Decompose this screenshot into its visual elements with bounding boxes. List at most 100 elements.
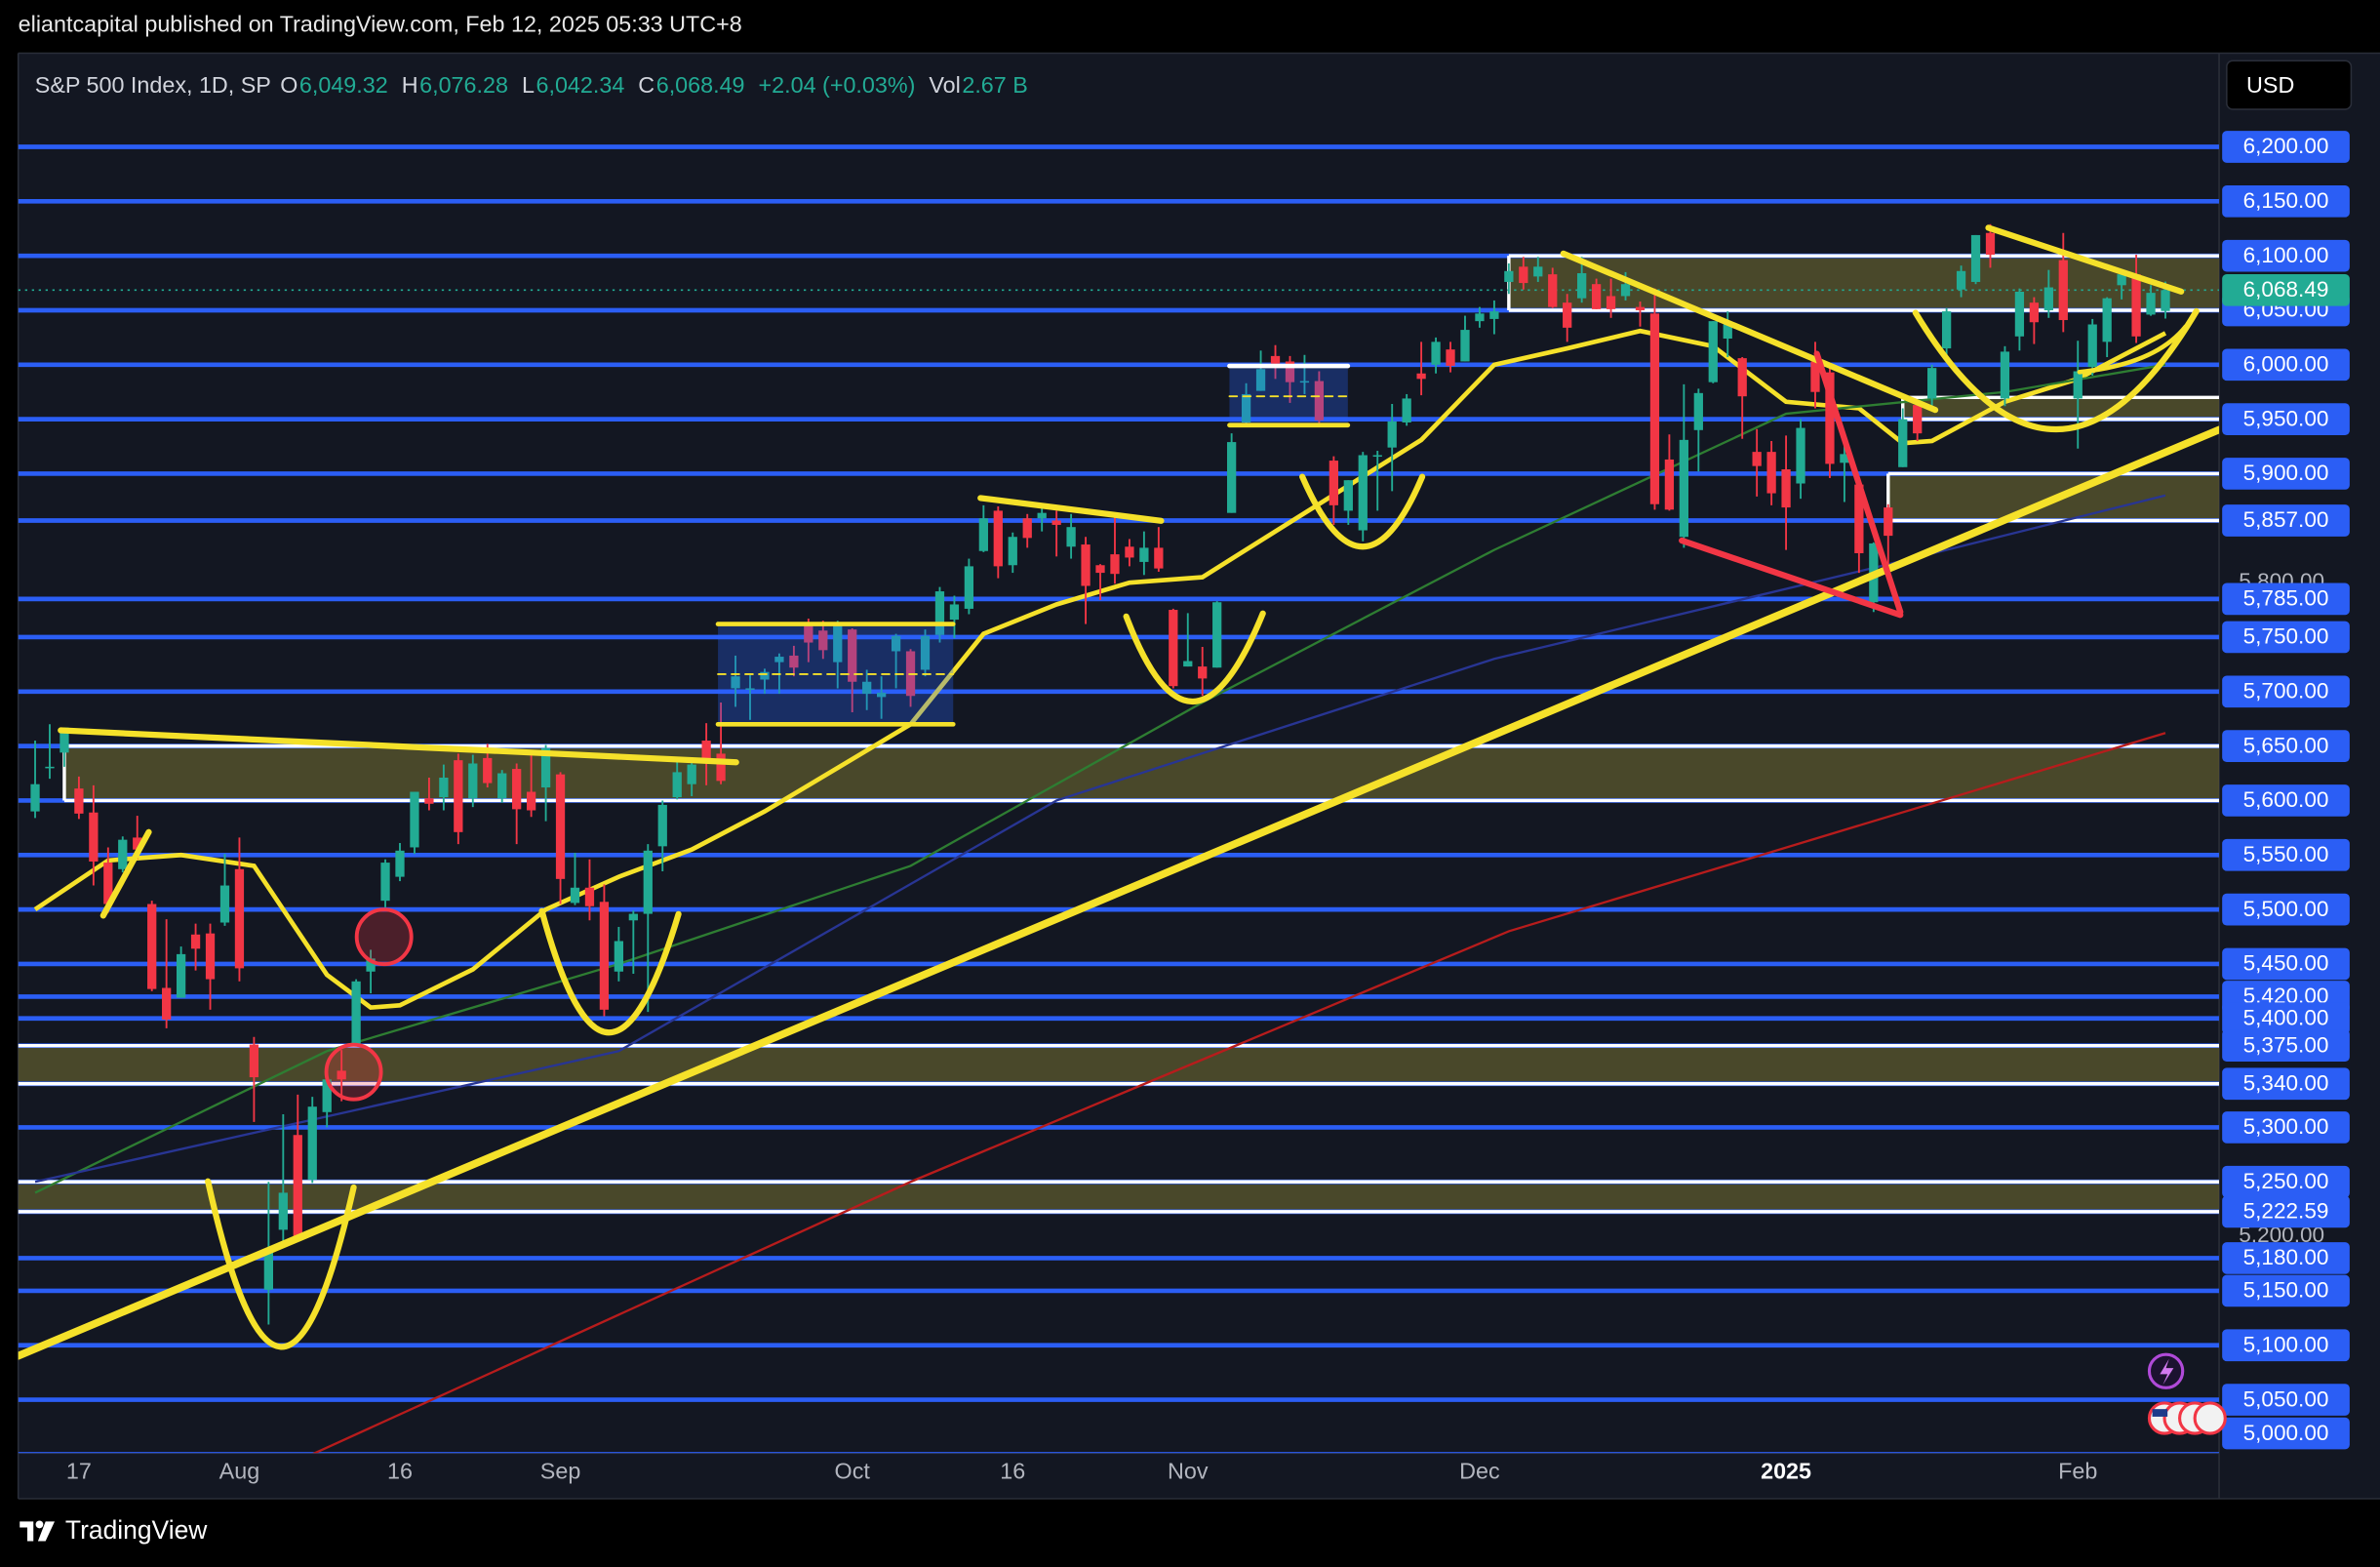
event-icon — [2160, 1358, 2174, 1386]
level-label-box — [2222, 784, 2350, 817]
candle-body — [205, 933, 216, 980]
level-label: 5,100.00 — [2243, 1332, 2329, 1356]
candle-body — [949, 604, 960, 621]
event-icon — [2193, 1401, 2227, 1435]
level-label-box — [2222, 1417, 2350, 1450]
candle-body — [1475, 313, 1485, 322]
candle-body — [1255, 369, 1266, 391]
level-label: 5,550.00 — [2243, 842, 2329, 866]
candle-body — [891, 635, 901, 652]
level-label-box — [2222, 1067, 2350, 1101]
candle-body — [1737, 358, 1747, 397]
candle-body — [219, 885, 230, 923]
x-tick-label: Feb — [2058, 1459, 2097, 1484]
x-tick-label: Oct — [835, 1459, 871, 1484]
candle-body — [716, 753, 726, 782]
candle-body — [162, 987, 172, 1020]
candle-body — [1504, 270, 1514, 282]
cup-curve — [2077, 324, 2189, 375]
candle-body — [862, 681, 872, 695]
level-label: 5,950.00 — [2243, 406, 2329, 430]
level-label: 5,250.00 — [2243, 1169, 2329, 1193]
candle-body — [978, 518, 988, 551]
candle-body — [424, 798, 434, 804]
candle-body — [1008, 537, 1017, 566]
candle-body — [584, 887, 595, 906]
candle-body — [1956, 270, 1966, 290]
highlight-circle — [354, 907, 414, 967]
level-label-box — [2222, 239, 2350, 272]
candle-body — [2117, 274, 2126, 286]
candle-body — [1212, 602, 1222, 668]
candle-body — [439, 777, 449, 798]
candle-body — [2029, 302, 2040, 323]
level-label: 5,400.00 — [2243, 1005, 2329, 1029]
candle-body — [1066, 527, 1076, 547]
level-label: 6,100.00 — [2243, 243, 2329, 267]
publisher-line: eliantcapital published on TradingView.c… — [19, 12, 742, 37]
legend-key: O — [280, 72, 298, 98]
candle-body — [497, 773, 507, 799]
candle-body — [103, 863, 113, 904]
x-tick-label: Sep — [540, 1459, 581, 1484]
candle-body — [483, 757, 493, 784]
candle-body — [1169, 610, 1178, 687]
candle-body — [118, 839, 128, 869]
candle-body — [147, 904, 157, 989]
candle-body — [934, 591, 945, 635]
currency-label[interactable]: USD — [2246, 72, 2294, 98]
level-label: 5,450.00 — [2243, 951, 2329, 976]
candle-body — [1051, 520, 1061, 525]
drawings — [18, 224, 2220, 1360]
zone — [18, 1045, 2220, 1084]
level-label: 5,857.00 — [2243, 507, 2329, 532]
legend-key: H — [402, 72, 418, 98]
candle-body — [337, 1070, 346, 1080]
x-tick-label: 16 — [1000, 1459, 1025, 1484]
candle-body — [1679, 439, 1689, 538]
candle-body — [1285, 361, 1295, 382]
candle-body — [1563, 302, 1572, 328]
level-label: 5,000.00 — [2243, 1421, 2329, 1445]
level-label-box — [2222, 131, 2350, 163]
brand-logo — [20, 1520, 56, 1542]
candle-body — [1416, 373, 1426, 380]
candle-body — [1343, 480, 1353, 511]
wedge-line — [1679, 537, 1904, 619]
candle-body — [687, 764, 696, 784]
candle-body — [1081, 544, 1091, 586]
candle-body — [1606, 296, 1616, 309]
cup-curve — [1912, 307, 2200, 433]
candle-body — [1796, 427, 1805, 484]
candle-body — [293, 1135, 302, 1238]
level-label: 6,150.00 — [2243, 188, 2329, 213]
zone — [1902, 397, 2220, 420]
x-tick-label: Nov — [1168, 1459, 1209, 1484]
cup-curve — [205, 1178, 357, 1350]
event-icons — [2147, 1352, 2227, 1435]
candle-body — [1708, 321, 1718, 382]
candle-body — [190, 934, 201, 949]
level-label: 5,150.00 — [2243, 1278, 2329, 1303]
legend-value: 6,042.34 — [536, 72, 624, 98]
candle-body — [2058, 260, 2068, 321]
candle-body — [454, 760, 463, 832]
trendline — [1560, 250, 1939, 414]
candle-body — [278, 1192, 288, 1230]
candle-body — [1227, 442, 1237, 513]
candle-body — [964, 566, 974, 609]
candle-body — [1154, 547, 1164, 569]
candle-body — [133, 837, 142, 850]
level-label: 5,300.00 — [2243, 1114, 2329, 1139]
level-label-box — [2222, 1329, 2350, 1362]
candle-body — [760, 671, 770, 680]
candle-body — [322, 1079, 332, 1112]
candle-body — [1884, 507, 1893, 537]
level-label: 5,222.59 — [2243, 1199, 2329, 1224]
currency-button[interactable] — [2226, 60, 2353, 110]
candle-body — [1548, 274, 1558, 307]
candle-body — [307, 1106, 317, 1181]
candle-body — [234, 868, 245, 969]
level-label-box — [2222, 675, 2350, 708]
